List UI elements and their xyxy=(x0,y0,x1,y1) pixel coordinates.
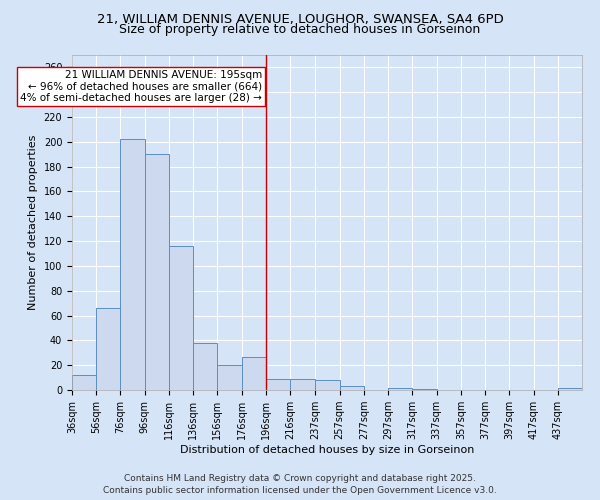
Bar xyxy=(388,388,412,390)
Bar xyxy=(316,380,340,390)
Y-axis label: Number of detached properties: Number of detached properties xyxy=(28,135,38,310)
Bar xyxy=(121,140,145,390)
Bar xyxy=(290,379,316,390)
Bar xyxy=(72,375,96,390)
Bar xyxy=(340,386,364,390)
Bar xyxy=(96,308,121,390)
Bar xyxy=(266,379,290,390)
Bar xyxy=(412,389,437,390)
Bar xyxy=(217,365,242,390)
Text: Size of property relative to detached houses in Gorseinon: Size of property relative to detached ho… xyxy=(119,22,481,36)
Bar xyxy=(145,154,169,390)
Bar xyxy=(169,246,193,390)
Bar xyxy=(193,343,217,390)
Text: 21, WILLIAM DENNIS AVENUE, LOUGHOR, SWANSEA, SA4 6PD: 21, WILLIAM DENNIS AVENUE, LOUGHOR, SWAN… xyxy=(97,12,503,26)
Bar xyxy=(242,356,266,390)
Text: 21 WILLIAM DENNIS AVENUE: 195sqm
← 96% of detached houses are smaller (664)
4% o: 21 WILLIAM DENNIS AVENUE: 195sqm ← 96% o… xyxy=(20,70,262,103)
Bar xyxy=(558,388,582,390)
X-axis label: Distribution of detached houses by size in Gorseinon: Distribution of detached houses by size … xyxy=(180,445,474,455)
Text: Contains HM Land Registry data © Crown copyright and database right 2025.
Contai: Contains HM Land Registry data © Crown c… xyxy=(103,474,497,495)
